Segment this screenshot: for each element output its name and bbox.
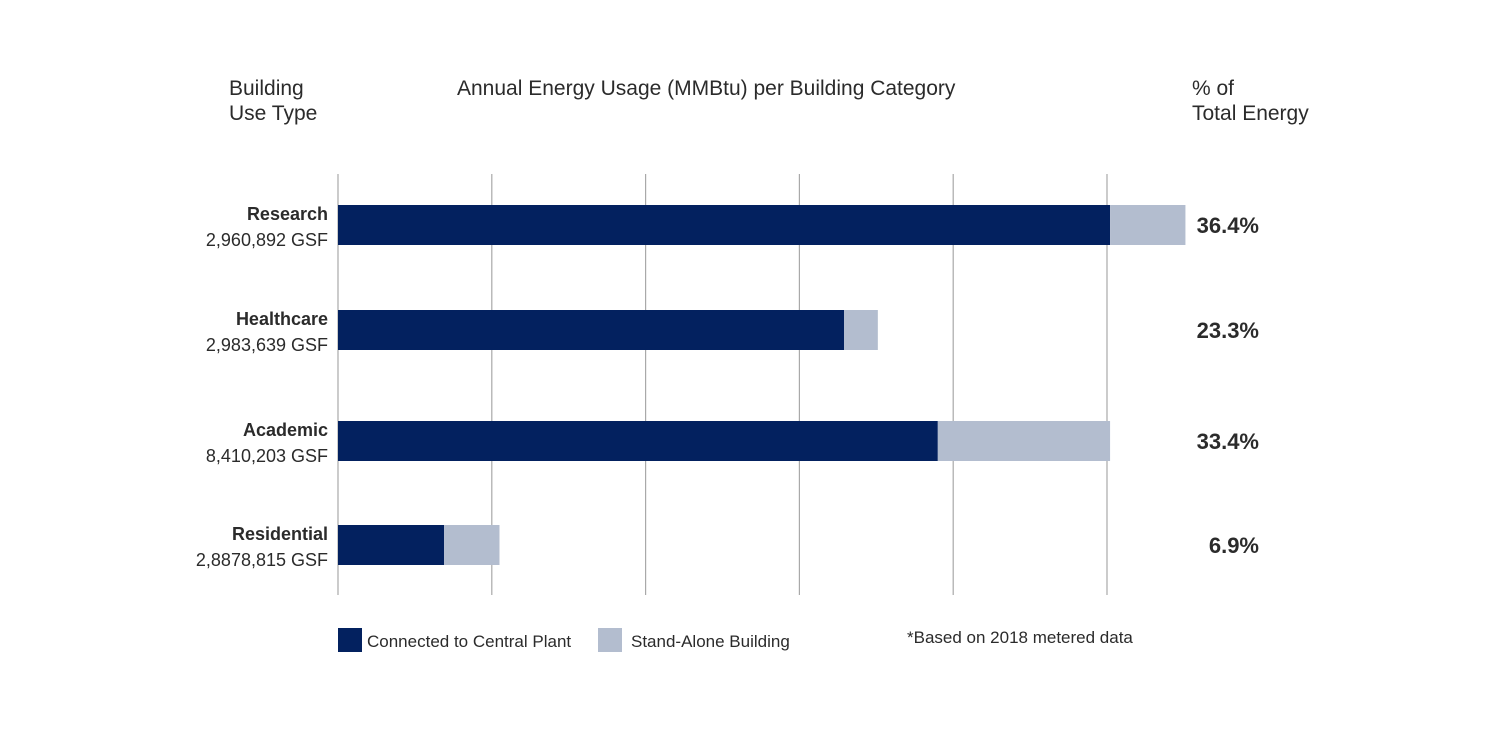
share-label-residential: 6.9% <box>1209 533 1259 558</box>
legend-label-stand-alone: Stand-Alone Building <box>631 632 790 651</box>
category-gsf-research: 2,960,892 GSF <box>206 230 328 250</box>
bar-residential-stand-alone <box>444 525 500 565</box>
category-label-residential: Residential <box>232 524 328 544</box>
bar-research-connected <box>338 205 1111 245</box>
share-header-line-2: Total Energy <box>1192 102 1309 125</box>
footnote: *Based on 2018 metered data <box>907 628 1133 647</box>
bar-healthcare-connected <box>338 310 845 350</box>
bar-layer <box>338 205 1186 565</box>
share-label-research: 36.4% <box>1197 213 1259 238</box>
category-gsf-academic: 8,410,203 GSF <box>206 446 328 466</box>
share-label-healthcare: 23.3% <box>1197 318 1259 343</box>
share-label-academic: 33.4% <box>1197 429 1259 454</box>
bar-academic-connected <box>338 421 938 461</box>
legend-swatch-stand-alone <box>598 628 622 652</box>
category-header-line-2: Use Type <box>229 102 317 125</box>
bar-residential-connected <box>338 525 445 565</box>
category-label-research: Research <box>247 204 328 224</box>
label-layer: Research 2,960,892 GSF 36.4% Healthcare 2,98… <box>196 204 1259 570</box>
legend: Connected to Central Plant Stand-Alone B… <box>338 628 1133 652</box>
chart-title: Annual Energy Usage (MMBtu) per Building… <box>457 77 956 100</box>
share-header-line-1: % of <box>1192 77 1234 100</box>
category-header-line-1: Building <box>229 77 304 100</box>
category-gsf-healthcare: 2,983,639 GSF <box>206 335 328 355</box>
category-label-healthcare: Healthcare <box>236 309 328 329</box>
bar-healthcare-stand-alone <box>844 310 878 350</box>
legend-label-connected: Connected to Central Plant <box>367 632 571 651</box>
bar-research-stand-alone <box>1110 205 1186 245</box>
legend-swatch-connected <box>338 628 362 652</box>
bar-academic-stand-alone <box>937 421 1111 461</box>
category-label-academic: Academic <box>243 420 328 440</box>
category-gsf-residential: 2,8878,815 GSF <box>196 550 328 570</box>
header-layer: Building Use Type Annual Energy Usage (M… <box>229 77 1309 125</box>
